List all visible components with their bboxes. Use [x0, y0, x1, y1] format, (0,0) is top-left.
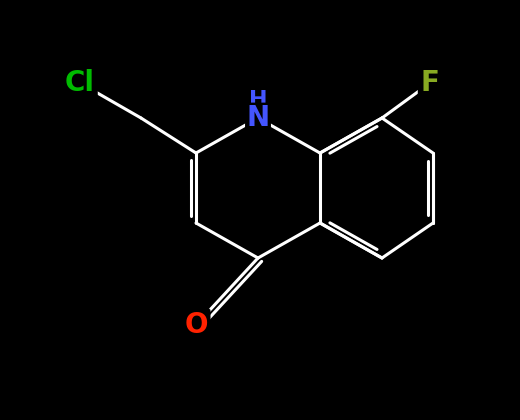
Text: Cl: Cl [65, 69, 95, 97]
Text: N: N [246, 104, 269, 132]
Text: O: O [184, 311, 208, 339]
Text: H: H [249, 90, 267, 110]
Text: F: F [421, 69, 439, 97]
